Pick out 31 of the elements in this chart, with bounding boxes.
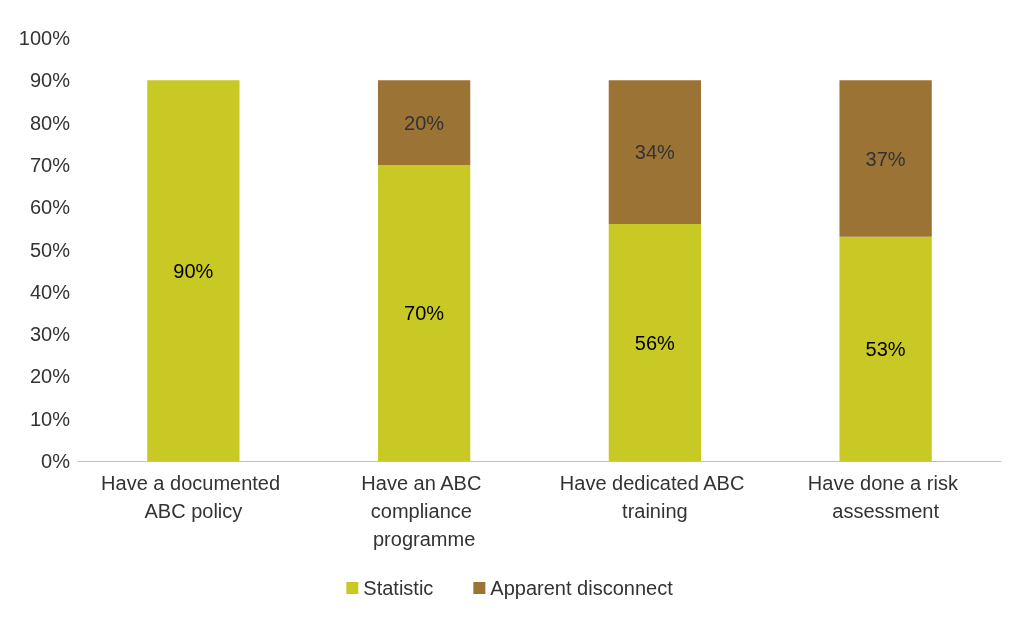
y-tick-label: 50% <box>29 238 71 261</box>
data-label: 56% <box>634 331 676 354</box>
y-tick-label: 100% <box>18 27 71 49</box>
y-tick-label: 60% <box>29 196 71 219</box>
data-label: 34% <box>634 141 676 164</box>
bar <box>377 80 471 165</box>
data-label: 53% <box>865 337 906 360</box>
y-tick-label: 70% <box>29 153 71 176</box>
bar <box>377 164 471 461</box>
legend-label: Apparent disconnect <box>490 577 674 599</box>
x-tick-label: Have dedicated ABC training <box>559 472 750 522</box>
bar <box>147 80 240 461</box>
y-tick-label: 10% <box>29 407 71 430</box>
x-tick-label: Have an ABC compliance programme <box>361 472 487 550</box>
x-tick-label: Have done a risk assessment <box>807 472 964 522</box>
y-tick-label: 20% <box>29 365 71 388</box>
y-tick-label: 80% <box>29 111 71 134</box>
data-label: 20% <box>404 111 445 134</box>
y-tick-label: 90% <box>29 69 71 92</box>
bar <box>839 80 932 237</box>
data-label: 90% <box>173 259 214 282</box>
bar <box>608 224 702 461</box>
data-label: 37% <box>865 147 906 170</box>
y-tick-label: 30% <box>29 323 71 346</box>
legend-label: Statistic <box>363 577 434 599</box>
y-tick-label: 40% <box>29 280 71 303</box>
bar <box>839 236 932 461</box>
y-tick-label: 0% <box>41 450 71 472</box>
x-tick-label: Have a documented ABC policy <box>101 472 286 522</box>
bar <box>608 80 702 225</box>
data-label: 70% <box>404 301 445 324</box>
